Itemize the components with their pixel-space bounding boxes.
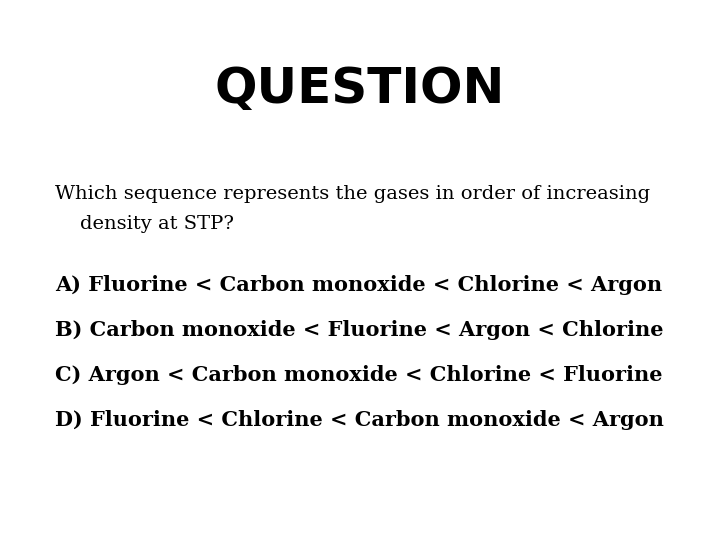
- Text: C) Argon < Carbon monoxide < Chlorine < Fluorine: C) Argon < Carbon monoxide < Chlorine < …: [55, 365, 662, 385]
- Text: QUESTION: QUESTION: [215, 65, 505, 113]
- Text: D) Fluorine < Chlorine < Carbon monoxide < Argon: D) Fluorine < Chlorine < Carbon monoxide…: [55, 410, 664, 430]
- Text: density at STP?: density at STP?: [55, 215, 234, 233]
- Text: A) Fluorine < Carbon monoxide < Chlorine < Argon: A) Fluorine < Carbon monoxide < Chlorine…: [55, 275, 662, 295]
- Text: B) Carbon monoxide < Fluorine < Argon < Chlorine: B) Carbon monoxide < Fluorine < Argon < …: [55, 320, 664, 340]
- Text: Which sequence represents the gases in order of increasing: Which sequence represents the gases in o…: [55, 185, 650, 203]
